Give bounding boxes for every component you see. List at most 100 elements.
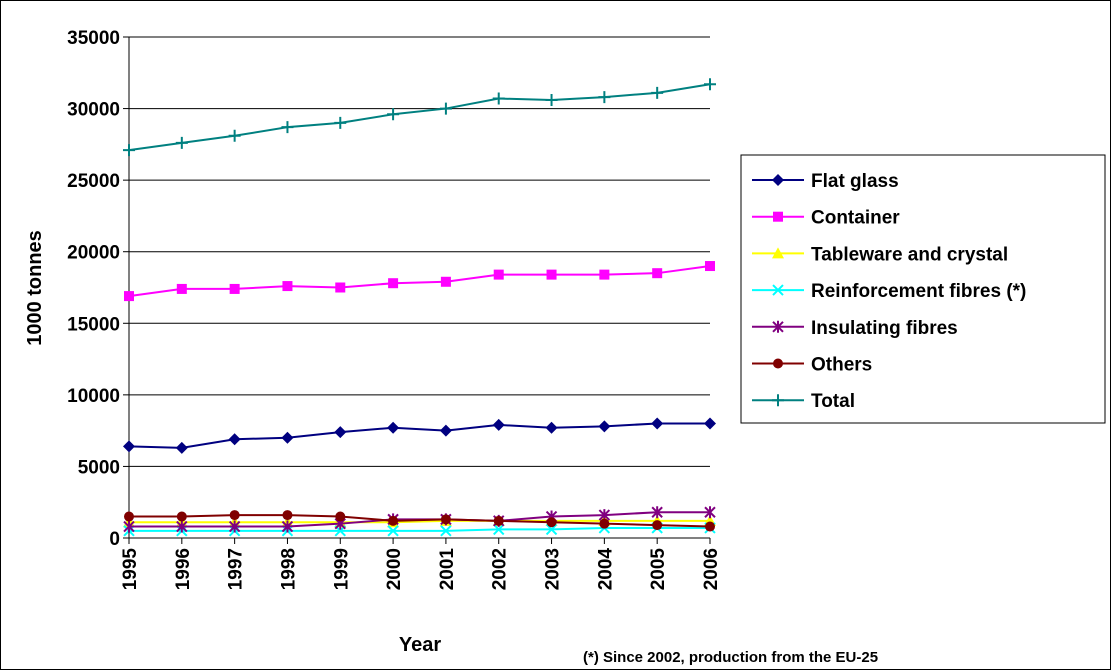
data-point <box>440 514 451 525</box>
data-point <box>176 520 188 533</box>
x-tick-label: 2000 <box>384 548 405 590</box>
legend-item: Total <box>752 391 855 412</box>
y-tick-label: 30000 <box>67 100 120 121</box>
data-point <box>651 86 664 99</box>
series-line <box>128 83 711 152</box>
y-tick-label: 35000 <box>67 28 120 49</box>
legend-box <box>740 154 1106 424</box>
data-point <box>124 511 134 522</box>
y-tick-label: 5000 <box>78 457 120 478</box>
legend-marker <box>773 358 783 369</box>
data-point <box>281 121 294 134</box>
data-point <box>492 92 505 105</box>
data-point <box>123 520 135 533</box>
data-point <box>599 518 610 529</box>
x-tick-label: 2005 <box>648 548 669 591</box>
data-point <box>545 523 558 536</box>
y-tick-label: 20000 <box>67 243 120 264</box>
x-tick-labels: 1995 1996 1997 1998 1999 2000 2001 2002 2003 2004… <box>120 548 722 591</box>
data-point <box>598 420 611 433</box>
data-point <box>705 521 715 532</box>
data-point <box>546 517 557 528</box>
data-point <box>704 78 716 91</box>
legend-item: Others <box>752 355 872 376</box>
legend-marker <box>772 174 784 186</box>
data-point <box>652 520 663 531</box>
series-flat-glass <box>123 417 716 454</box>
data-point <box>704 506 716 519</box>
series-total <box>123 78 716 157</box>
data-point <box>493 515 504 526</box>
data-point <box>387 108 400 121</box>
legend-item: Reinforcement fibres (*) <box>752 281 1026 302</box>
axes <box>123 36 711 544</box>
legend-item: Insulating fibres <box>752 318 958 339</box>
legend-marker <box>772 394 784 407</box>
x-tick-label: 1999 <box>331 548 352 590</box>
legend-label: Flat glass <box>811 171 899 192</box>
series-line <box>128 422 710 449</box>
legend-label: Insulating fibres <box>811 318 958 339</box>
data-point <box>335 511 346 522</box>
data-point <box>334 116 347 129</box>
y-tick-label: 0 <box>109 529 120 550</box>
data-point <box>175 136 188 149</box>
series-others <box>124 510 715 532</box>
y-tick-labels: 0 5000 10000 15000 20000 25000 30000 35000 <box>67 28 120 550</box>
data-point <box>493 269 504 280</box>
data-point <box>334 426 347 439</box>
data-point <box>281 431 294 444</box>
data-point <box>228 520 241 533</box>
x-tick-label: 2006 <box>701 548 722 590</box>
data-point <box>651 417 664 430</box>
legend-marker <box>772 320 784 333</box>
data-point <box>546 269 557 280</box>
series-line <box>129 526 710 532</box>
data-point <box>704 417 716 430</box>
gridlines <box>129 36 710 467</box>
legend-label: Tableware and crystal <box>811 244 1008 265</box>
legend: Flat glass Container Tableware and crystal… <box>740 154 1106 424</box>
data-point <box>123 440 135 453</box>
data-point <box>229 510 240 521</box>
legend-label: Total <box>811 391 855 412</box>
x-tick-label: 2002 <box>490 548 511 590</box>
data-series <box>123 78 716 537</box>
legend-label: Container <box>811 208 900 229</box>
x-tick-label: 1995 <box>120 548 141 591</box>
series-reinforcement-fibres <box>123 522 716 537</box>
data-point <box>228 433 241 446</box>
data-point <box>388 515 399 526</box>
y-axis-title: 1000 tonnes <box>24 230 46 346</box>
data-point <box>599 269 610 280</box>
series-line <box>129 514 711 528</box>
data-point <box>545 93 558 106</box>
x-tick-label: 1998 <box>278 548 299 590</box>
data-point <box>281 520 294 533</box>
series-line <box>128 265 711 298</box>
legend-item: Flat glass <box>752 171 899 192</box>
x-tick-label: 2003 <box>543 548 564 590</box>
data-point <box>123 144 135 157</box>
data-point <box>387 421 400 434</box>
legend-marker <box>772 284 784 296</box>
data-point <box>705 261 715 272</box>
legend-label: Others <box>811 355 872 376</box>
x-tick-label: 1997 <box>226 548 247 590</box>
data-point <box>545 421 558 434</box>
y-tick-label: 25000 <box>67 171 120 192</box>
data-point <box>439 424 452 437</box>
data-point <box>652 268 663 279</box>
y-tick-label: 10000 <box>67 386 120 407</box>
legend-item: Tableware and crystal <box>752 244 1008 265</box>
y-tick-label: 15000 <box>67 314 120 335</box>
x-tick-label: 1996 <box>173 548 194 590</box>
data-point <box>176 283 187 294</box>
data-point <box>282 510 293 521</box>
x-tick-label: 2001 <box>437 548 458 591</box>
data-point <box>440 276 451 287</box>
data-point <box>176 511 187 522</box>
data-point <box>651 506 663 519</box>
legend-item: Container <box>752 208 900 229</box>
data-point <box>124 291 134 302</box>
